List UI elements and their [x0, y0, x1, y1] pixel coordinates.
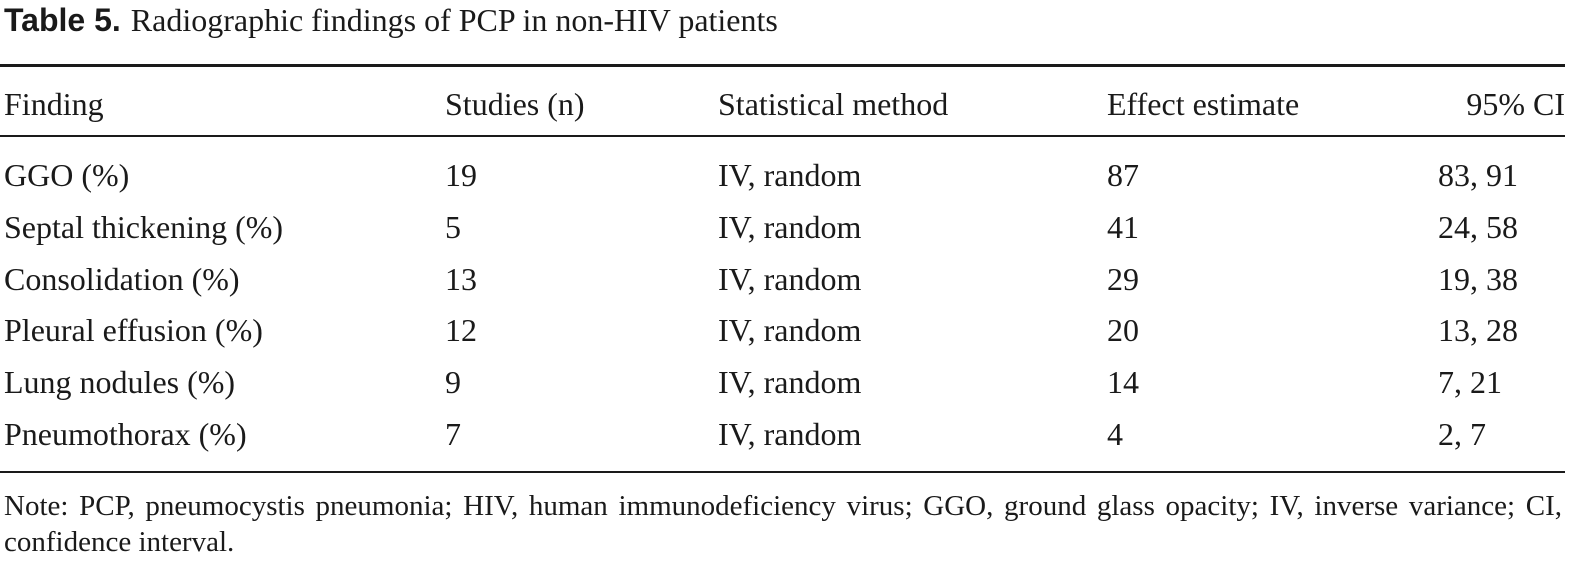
cell-statistical-method: IV, random	[718, 261, 862, 297]
cell-finding: Lung nodules (%)	[4, 364, 236, 400]
table-caption: Table 5. Radiographic findings of PCP in …	[4, 2, 778, 38]
table-header-row: Finding Studies (n) Statistical method E…	[0, 80, 1565, 128]
cell-effect-estimate: 14	[1107, 364, 1139, 400]
cell-95-ci: 24, 58	[1438, 209, 1518, 245]
cell-statistical-method: IV, random	[718, 416, 862, 452]
table-row: Lung nodules (%) 9 IV, random 14 7, 21	[0, 358, 1565, 406]
cell-studies: 13	[445, 261, 477, 297]
cell-effect-estimate: 4	[1107, 416, 1123, 452]
table-row: Consolidation (%) 13 IV, random 29 19, 3…	[0, 255, 1565, 303]
top-rule	[0, 64, 1565, 67]
table-row: Pleural effusion (%) 12 IV, random 20 13…	[0, 306, 1565, 354]
cell-effect-estimate: 87	[1107, 157, 1139, 193]
cell-effect-estimate: 29	[1107, 261, 1139, 297]
cell-studies: 12	[445, 312, 477, 348]
cell-studies: 19	[445, 157, 477, 193]
cell-95-ci: 7, 21	[1438, 364, 1502, 400]
cell-studies: 9	[445, 364, 461, 400]
cell-studies: 5	[445, 209, 461, 245]
table-footnote: Note: PCP, pneumocystis pneumonia; HIV, …	[4, 490, 1562, 558]
header-effect-estimate: Effect estimate	[1107, 86, 1300, 122]
table-title: Radiographic findings of PCP in non-HIV …	[130, 2, 778, 38]
cell-finding: Pleural effusion (%)	[4, 312, 263, 348]
bottom-rule	[0, 471, 1565, 473]
cell-effect-estimate: 20	[1107, 312, 1139, 348]
cell-statistical-method: IV, random	[718, 157, 862, 193]
cell-finding: Consolidation (%)	[4, 261, 240, 297]
table-row: Septal thickening (%) 5 IV, random 41 24…	[0, 203, 1565, 251]
cell-finding: GGO (%)	[4, 157, 130, 193]
header-rule	[0, 135, 1565, 137]
cell-studies: 7	[445, 416, 461, 452]
table-row: GGO (%) 19 IV, random 87 83, 91	[0, 151, 1565, 199]
cell-statistical-method: IV, random	[718, 312, 862, 348]
cell-statistical-method: IV, random	[718, 364, 862, 400]
cell-95-ci: 2, 7	[1438, 416, 1486, 452]
header-studies: Studies (n)	[445, 86, 585, 122]
table-label: Table 5.	[4, 2, 121, 38]
cell-finding: Pneumothorax (%)	[4, 416, 247, 452]
cell-95-ci: 19, 38	[1438, 261, 1518, 297]
header-95-ci: 95% CI	[1466, 86, 1565, 122]
cell-finding: Septal thickening (%)	[4, 209, 284, 245]
cell-95-ci: 13, 28	[1438, 312, 1518, 348]
cell-effect-estimate: 41	[1107, 209, 1139, 245]
table-row: Pneumothorax (%) 7 IV, random 4 2, 7	[0, 410, 1565, 458]
header-finding: Finding	[4, 86, 104, 122]
cell-95-ci: 83, 91	[1438, 157, 1518, 193]
header-statistical-method: Statistical method	[718, 86, 949, 122]
cell-statistical-method: IV, random	[718, 209, 862, 245]
